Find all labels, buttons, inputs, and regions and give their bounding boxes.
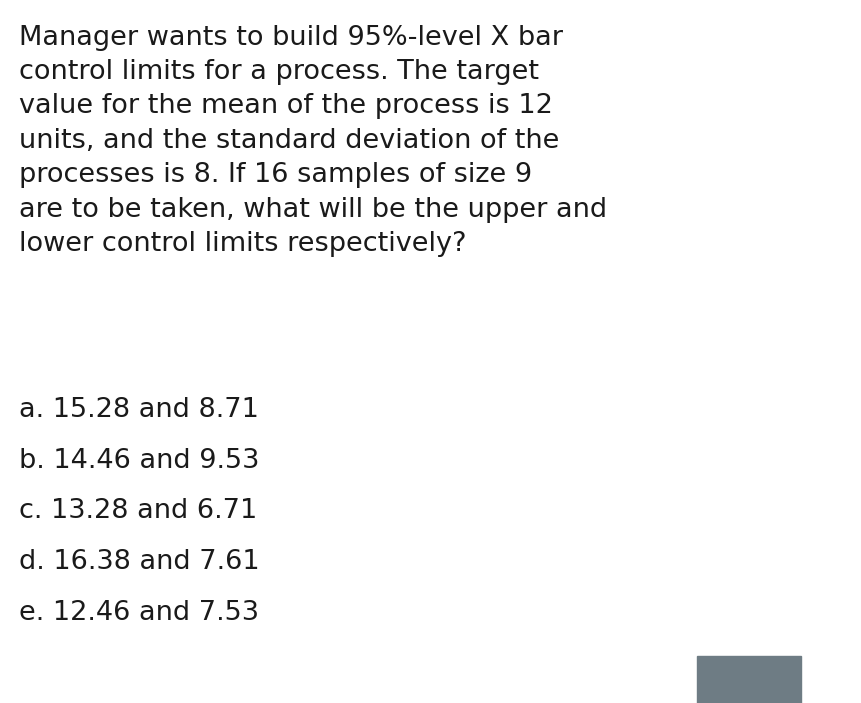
Text: a. 15.28 and 8.71: a. 15.28 and 8.71 [19, 397, 259, 423]
Text: c. 13.28 and 6.71: c. 13.28 and 6.71 [19, 498, 257, 524]
Text: Manager wants to build 95%-level X bar
control limits for a process. The target
: Manager wants to build 95%-level X bar c… [19, 25, 607, 257]
Text: b. 14.46 and 9.53: b. 14.46 and 9.53 [19, 448, 259, 474]
Text: e. 12.46 and 7.53: e. 12.46 and 7.53 [19, 600, 259, 626]
Text: d. 16.38 and 7.61: d. 16.38 and 7.61 [19, 549, 259, 575]
Bar [697, 656, 801, 703]
